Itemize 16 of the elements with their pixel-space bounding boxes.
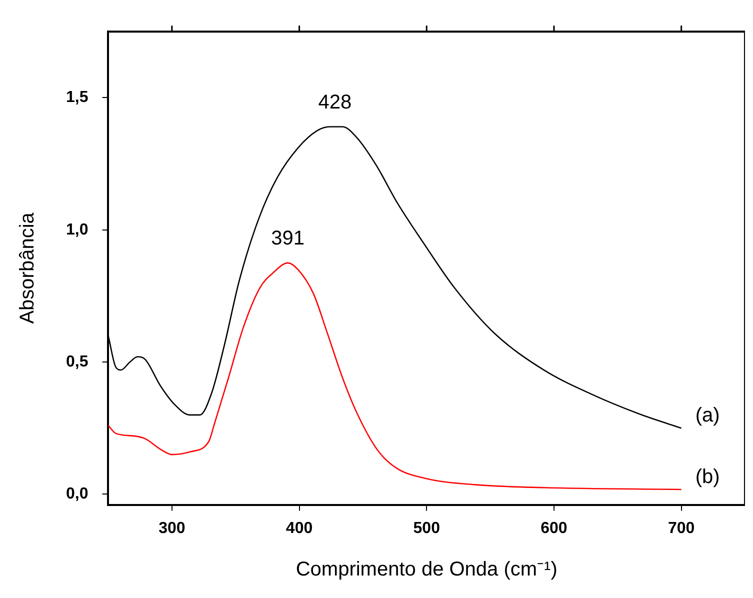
y-tick-label: 1,5: [66, 89, 88, 106]
x-axis-title: Comprimento de Onda (cm⁻¹): [296, 558, 558, 581]
annotation: 391: [271, 227, 304, 250]
annotation: 428: [318, 91, 352, 114]
y-axis-title: Absorbância: [16, 212, 39, 324]
series-label: (b): [695, 466, 720, 488]
x-tick-label: 700: [668, 520, 695, 537]
y-tick-label: 1,0: [66, 221, 88, 238]
y-tick-label: 0,5: [66, 353, 88, 370]
x-tick-label: 300: [158, 520, 186, 537]
series-label: (a): [695, 404, 720, 427]
y-tick-label: 0,0: [66, 486, 88, 503]
x-tick-label: 400: [286, 520, 313, 537]
x-tick-label: 500: [413, 520, 440, 537]
x-tick-label: 600: [540, 520, 568, 537]
line-series: [108, 262, 682, 490]
